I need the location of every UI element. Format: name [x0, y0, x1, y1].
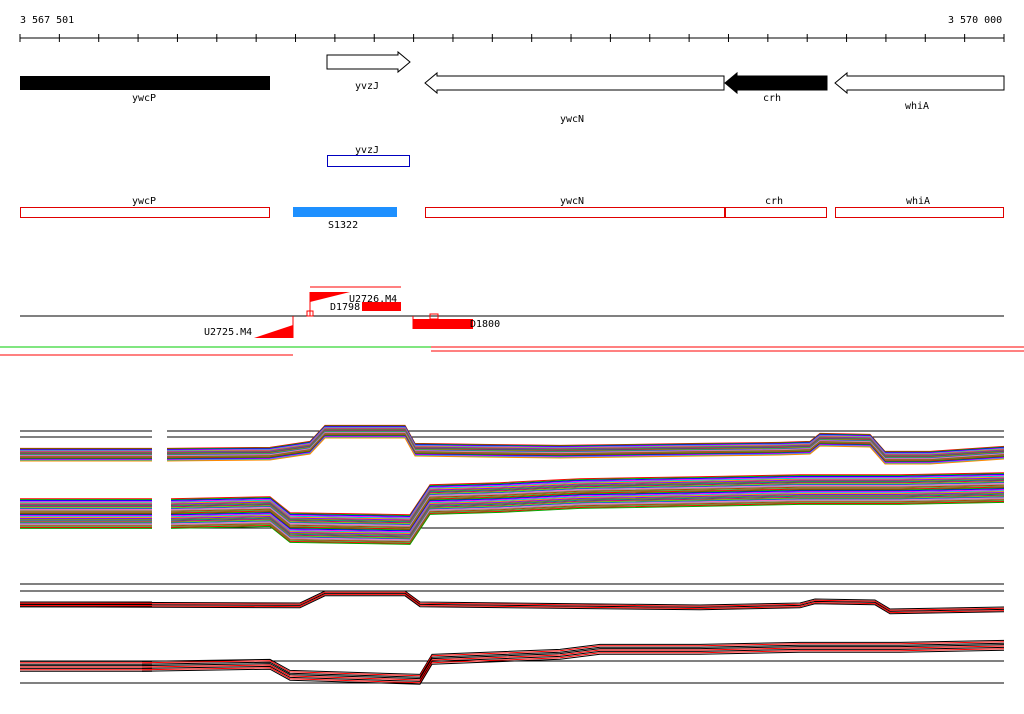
segment-D1800-marker	[429, 313, 439, 320]
expression-trace	[170, 494, 1005, 538]
gene-yvzJ[interactable]: yvzJ	[326, 50, 411, 92]
gene-ywcP-bar[interactable]	[20, 76, 270, 90]
annotation-crh-label: crh	[765, 196, 783, 207]
expression-trace	[141, 649, 1005, 685]
segment-U2726-label: U2726.M4	[349, 294, 397, 305]
segment-D1800-bar[interactable]	[413, 319, 473, 329]
expression-trace	[170, 501, 1005, 545]
segment-U2725-label: U2725.M4	[204, 327, 252, 338]
expression-trace	[170, 476, 1005, 520]
segment-D1800-label: D1800	[470, 319, 500, 330]
gene-ywcP[interactable]: ywcP	[20, 76, 270, 104]
expression-trace	[170, 497, 1005, 541]
expression-trace	[170, 474, 1005, 518]
gene-yvzJ-label: yvzJ	[355, 81, 379, 92]
segment-U2725-wedge[interactable]	[254, 325, 293, 338]
annotation-ywcN[interactable]: ywcN	[425, 196, 725, 218]
annotation-ywcN-box[interactable]	[425, 207, 725, 218]
expression-trace	[170, 488, 1005, 532]
annotation-ywcP-box[interactable]	[20, 207, 270, 218]
coordinate-start: 3 567 501	[20, 15, 74, 26]
expression-trace	[170, 486, 1005, 530]
expression-trace	[170, 480, 1005, 524]
expression-trace	[170, 496, 1005, 540]
expression-panel-bottom	[20, 639, 1005, 685]
annotation-crh-box[interactable]	[725, 207, 827, 218]
gene-whiA-label: whiA	[905, 101, 929, 112]
expression-trace	[170, 472, 1005, 516]
gene-whiA-arrow[interactable]	[834, 71, 1005, 95]
expression-panel-second	[20, 472, 1005, 545]
segment-D1798-label: D1798	[330, 302, 360, 313]
annotation-whiA-label: whiA	[906, 196, 930, 207]
gene-whiA[interactable]: whiA	[834, 71, 1005, 112]
expression-trace	[141, 645, 1005, 681]
expression-trace	[170, 499, 1005, 543]
expression-trace	[170, 473, 1005, 517]
gene-ywcP-label: ywcP	[132, 93, 156, 104]
expression-trace	[141, 644, 1005, 680]
expression-trace	[170, 490, 1005, 534]
gene-crh-label: crh	[763, 93, 781, 104]
ruler-ticks	[19, 34, 1005, 42]
expression-trace	[170, 483, 1005, 527]
expression-trace	[170, 492, 1005, 536]
gene-ywcN[interactable]: ywcN	[424, 71, 725, 125]
expression-trace	[170, 501, 1005, 545]
feature-S1322-bar[interactable]	[293, 207, 397, 217]
expression-trace	[170, 481, 1005, 525]
expression-trace	[170, 484, 1005, 528]
expression-trace	[170, 485, 1005, 529]
gene-crh[interactable]: crh	[724, 71, 828, 104]
annotation-whiA[interactable]: whiA	[835, 196, 1004, 218]
expression-trace	[170, 474, 1005, 518]
annotation-ywcN-label: ywcN	[560, 196, 584, 207]
annotation-ywcP-label: ywcP	[132, 196, 156, 207]
expression-trace	[141, 639, 1005, 675]
expression-trace	[170, 482, 1005, 526]
expression-trace	[170, 475, 1005, 519]
segment-U2726-marker	[306, 310, 314, 317]
annotation-whiA-box[interactable]	[835, 207, 1004, 218]
expression-trace	[19, 592, 1005, 612]
expression-trace	[170, 477, 1005, 521]
expression-panel-third	[19, 583, 1005, 615]
expression-trace	[170, 489, 1005, 533]
expression-trace	[170, 483, 1005, 527]
expression-trace	[170, 498, 1005, 542]
annotation-crh[interactable]: crh	[725, 196, 827, 218]
segment-D1798-bar[interactable]	[362, 302, 401, 311]
gene-yvzJ-arrow[interactable]	[326, 50, 411, 74]
expression-trace	[170, 492, 1005, 536]
expression-trace	[170, 495, 1005, 539]
segment-U2726-wedge[interactable]	[310, 292, 350, 302]
expression-trace	[19, 591, 1005, 611]
expression-trace	[170, 479, 1005, 523]
gene-crh-arrow[interactable]	[724, 71, 828, 95]
expression-trace	[141, 641, 1005, 677]
expression-trace	[166, 437, 1005, 465]
gene-ywcN-arrow[interactable]	[424, 71, 725, 95]
expression-trace	[19, 594, 1005, 614]
annotation-yvzJ-label: yvzJ	[355, 145, 379, 156]
feature-S1322[interactable]: S1322	[293, 207, 397, 231]
annotation-ywcP[interactable]: ywcP	[20, 196, 270, 218]
expression-trace	[19, 590, 1005, 610]
expression-panel-top	[20, 424, 1005, 465]
expression-trace	[170, 500, 1005, 544]
expression-trace	[141, 646, 1005, 682]
expression-trace	[170, 491, 1005, 535]
feature-S1322-label: S1322	[328, 220, 358, 231]
expression-trace	[19, 595, 1005, 615]
expression-trace	[170, 478, 1005, 522]
gene-ywcN-label: ywcN	[560, 114, 584, 125]
coordinate-end: 3 570 000	[948, 15, 1002, 26]
expression-trace	[141, 648, 1005, 684]
expression-trace	[170, 493, 1005, 537]
annotation-yvzJ[interactable]: yvzJ	[327, 145, 410, 167]
expression-trace	[141, 642, 1005, 678]
expression-trace	[170, 487, 1005, 531]
annotation-yvzJ-box[interactable]	[327, 155, 410, 167]
